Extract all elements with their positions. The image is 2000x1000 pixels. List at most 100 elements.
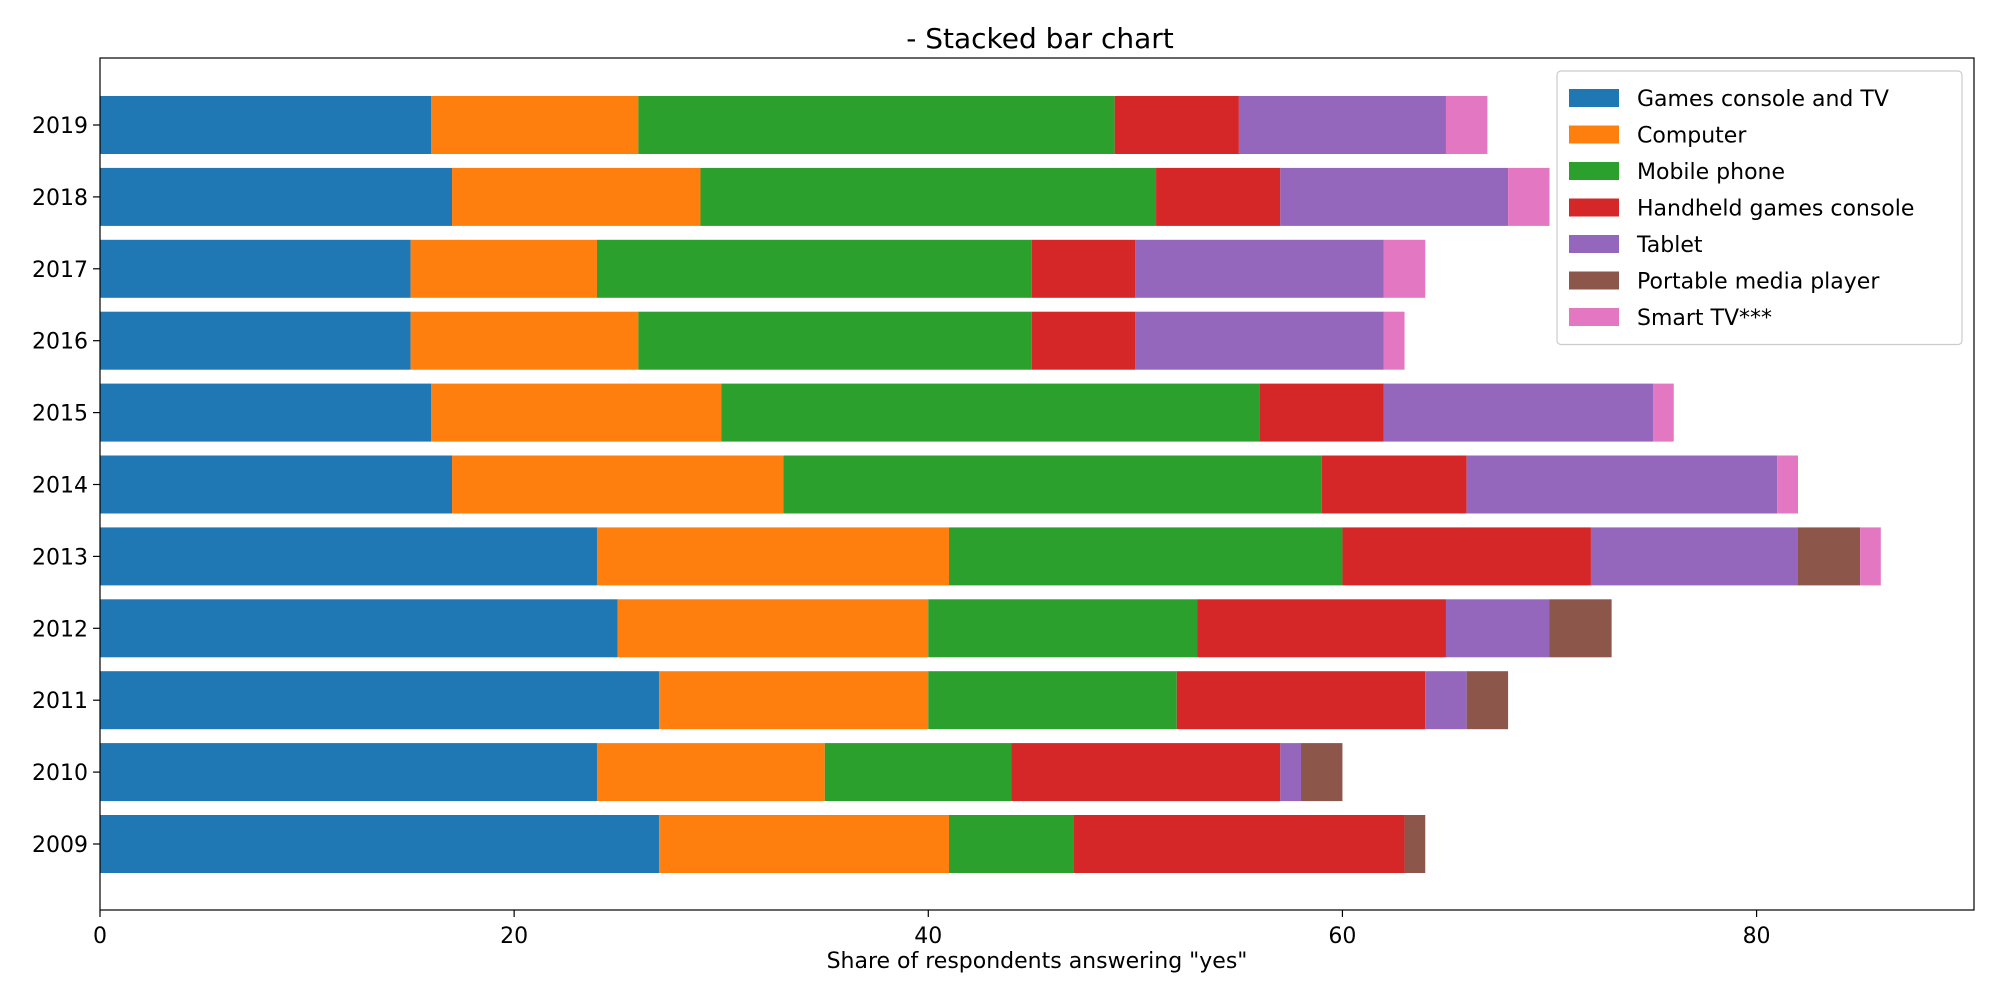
bar-2015-mobile-phone [721,383,1260,442]
y-tick-label: 2013 [32,545,88,570]
bar-2016-smart-tv [1383,311,1405,370]
bar-2013-computer [596,527,949,586]
bar-2010-handheld-games-console [1011,743,1281,802]
bar-2015-games-console-and-tv [100,383,432,442]
bar-2012-tablet [1445,599,1550,658]
y-tick-label: 2010 [32,761,88,786]
bar-2009-mobile-phone [948,815,1074,873]
bar-2009-games-console-and-tv [100,815,660,873]
bar-2009-portable-media-player [1404,815,1426,873]
bar-2015-computer [431,383,722,442]
bar-2016-games-console-and-tv [100,311,411,370]
bar-2011-games-console-and-tv [100,671,660,730]
y-axis: 2009 2010 2011 2012 2013 2014 2015 2016 2017 2018… [32,114,100,858]
y-tick-label: 2019 [32,114,88,139]
bar-2019-handheld-games-console [1114,96,1239,154]
y-tick-label: 2011 [32,689,88,714]
bar-2011-tablet [1425,671,1467,730]
chart-title: - Stacked bar chart [906,22,1174,55]
legend-swatch-handheld-games-console [1569,198,1619,217]
bar-2019-games-console-and-tv [100,96,432,154]
legend-label-mobile-phone: Mobile phone [1637,160,1785,185]
bar-2012-computer [617,599,929,658]
bar-2018-games-console-and-tv [100,167,453,226]
bar-2015-handheld-games-console [1259,383,1384,442]
legend-swatch-computer [1569,125,1619,144]
x-tick-label: 80 [1743,924,1771,949]
legend-swatch-tablet [1569,235,1619,253]
bar-2016-handheld-games-console [1031,311,1136,370]
bar-2014-smart-tv [1777,455,1798,514]
bar-2019-mobile-phone [638,96,1115,154]
legend-label-games-console-and-tv: Games console and TV [1637,87,1889,112]
y-tick-label: 2018 [32,186,88,211]
bar-2010-games-console-and-tv [100,743,597,802]
y-tick-label: 2014 [32,474,88,499]
bar-2013-smart-tv [1860,527,1881,586]
legend-swatch-smart-tv [1569,308,1619,326]
bar-2012-handheld-games-console [1197,599,1446,658]
bar-2014-games-console-and-tv [100,455,453,514]
bar-2017-mobile-phone [596,239,1032,298]
bar-2019-tablet [1238,96,1446,154]
bar-2018-smart-tv [1508,167,1550,226]
legend: Games console and TV Computer Mobile phone… [1556,70,1963,346]
bar-2010-portable-media-player [1301,743,1343,802]
bar-2018-handheld-games-console [1156,167,1281,226]
y-tick-label: 2017 [32,258,88,283]
legend-swatch-portable-media-player [1569,271,1619,290]
bar-2014-mobile-phone [783,455,1322,514]
bar-2010-tablet [1280,743,1302,802]
bar-2013-handheld-games-console [1342,527,1591,586]
bar-2019-computer [431,96,639,154]
legend-box [1556,70,1963,346]
bar-2017-computer [410,239,597,298]
x-axis-label: Share of respondents answering "yes" [827,949,1248,974]
x-axis: 0 20 40 60 80 [93,910,1771,949]
bar-2012-games-console-and-tv [100,599,618,658]
legend-label-smart-tv: Smart TV*** [1637,306,1772,331]
bar-2010-mobile-phone [824,743,1012,802]
bar-2012-portable-media-player [1549,599,1612,658]
x-tick-label: 0 [93,924,107,949]
bar-2013-tablet [1590,527,1798,586]
bar-2014-tablet [1466,455,1778,514]
y-tick-label: 2016 [32,330,88,355]
bar-2012-mobile-phone [928,599,1198,658]
bar-2010-computer [596,743,825,802]
bar-2009-computer [659,815,949,873]
bar-2016-computer [410,311,639,370]
bar-2009-handheld-games-console [1073,815,1405,873]
bar-2017-games-console-and-tv [100,239,411,298]
legend-label-tablet: Tablet [1636,233,1703,258]
bar-2017-smart-tv [1383,239,1426,298]
legend-label-computer: Computer [1637,124,1747,149]
bar-2016-tablet [1135,311,1384,370]
bar-2018-computer [452,167,701,226]
bar-2017-handheld-games-console [1031,239,1136,298]
bar-2016-mobile-phone [638,311,1032,370]
x-tick-label: 60 [1328,924,1356,949]
x-tick-label: 20 [500,924,528,949]
bar-2014-computer [452,455,784,514]
bar-2019-smart-tv [1445,96,1488,154]
y-tick-label: 2015 [32,402,88,427]
bar-2014-handheld-games-console [1321,455,1467,514]
bar-2013-games-console-and-tv [100,527,597,586]
legend-swatch-games-console-and-tv [1569,89,1619,107]
y-tick-label: 2009 [32,833,88,858]
bar-2011-portable-media-player [1466,671,1509,730]
bar-2011-handheld-games-console [1176,671,1426,730]
bar-2013-portable-media-player [1797,527,1861,586]
bar-2015-smart-tv [1653,383,1674,442]
x-tick-label: 40 [914,924,942,949]
bar-2015-tablet [1383,383,1654,442]
y-tick-label: 2012 [32,617,88,642]
legend-label-portable-media-player: Portable media player [1637,270,1880,295]
legend-swatch-mobile-phone [1569,162,1619,180]
bars-layer [100,96,1881,873]
bar-2013-mobile-phone [948,527,1343,586]
bar-2011-computer [659,671,929,730]
bar-2011-mobile-phone [928,671,1177,730]
